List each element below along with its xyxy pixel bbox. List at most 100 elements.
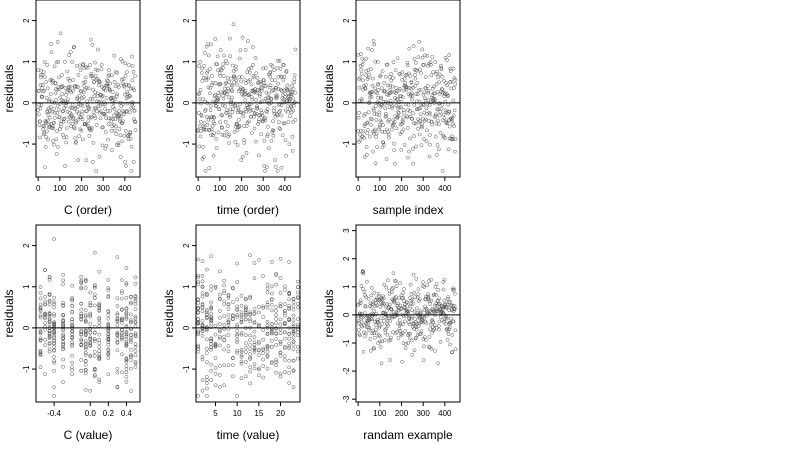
data-point: [70, 310, 75, 314]
data-point: [384, 157, 389, 161]
data-point: [218, 81, 223, 86]
data-point: [257, 113, 261, 117]
data-point: [389, 290, 394, 295]
data-point: [70, 372, 75, 377]
data-point: [286, 88, 290, 93]
y-tick-label: 0: [22, 325, 31, 330]
data-point: [363, 83, 368, 87]
data-point: [223, 119, 228, 124]
data-point: [61, 313, 65, 317]
data-point: [420, 117, 425, 121]
data-point: [88, 115, 93, 120]
data-point: [436, 288, 441, 292]
data-point: [420, 55, 425, 60]
data-point: [265, 300, 270, 305]
data-point: [217, 334, 222, 339]
x-tick-label: 10: [233, 409, 242, 418]
data-point: [425, 53, 430, 58]
data-point: [396, 111, 401, 115]
data-point: [420, 315, 425, 320]
data-point: [115, 255, 120, 259]
data-point: [234, 64, 238, 69]
data-point: [200, 284, 205, 289]
data-point: [97, 355, 102, 360]
data-point: [70, 317, 75, 322]
data-point: [97, 352, 102, 356]
data-point: [247, 119, 251, 124]
residual-points: [196, 22, 298, 173]
data-point: [114, 124, 118, 129]
data-point: [222, 326, 227, 331]
x-tick-label: 400: [278, 184, 292, 193]
data-point: [361, 330, 366, 335]
data-point: [38, 302, 43, 307]
data-point: [248, 347, 253, 352]
data-point: [217, 292, 222, 297]
data-point: [264, 83, 268, 88]
data-point: [222, 133, 227, 138]
data-point: [401, 108, 406, 112]
data-point: [225, 76, 230, 80]
data-point: [106, 137, 110, 142]
data-point: [439, 87, 444, 91]
data-point: [83, 341, 88, 346]
data-point: [129, 100, 134, 105]
data-point: [123, 61, 128, 66]
data-point: [288, 114, 292, 119]
data-point: [398, 72, 403, 77]
data-point: [269, 322, 274, 326]
data-point: [70, 88, 75, 93]
data-point: [280, 133, 285, 138]
data-point: [414, 325, 419, 329]
data-point: [133, 296, 138, 301]
data-point: [255, 104, 259, 109]
data-point: [79, 332, 84, 337]
data-point: [373, 127, 377, 132]
data-point: [209, 318, 214, 323]
data-point: [282, 284, 287, 289]
data-point: [104, 96, 109, 100]
data-point: [406, 340, 411, 345]
data-point: [115, 311, 120, 316]
data-point: [58, 121, 63, 126]
data-point: [87, 107, 92, 112]
data-point: [248, 294, 253, 299]
data-point: [413, 76, 418, 81]
data-point: [120, 289, 124, 293]
data-point: [371, 76, 375, 81]
data-point: [235, 329, 240, 333]
residual-points: [196, 253, 300, 398]
data-point: [61, 303, 65, 307]
data-point: [128, 136, 133, 141]
data-point: [416, 55, 421, 60]
plot-frame: [355, 0, 461, 178]
data-point: [103, 106, 107, 111]
data-point: [70, 304, 75, 308]
data-point: [92, 113, 97, 118]
data-point: [200, 355, 205, 359]
data-point: [196, 317, 201, 321]
data-point: [390, 123, 395, 127]
data-point: [54, 98, 59, 102]
data-point: [268, 74, 272, 79]
data-point: [47, 115, 52, 120]
data-point: [274, 332, 279, 336]
data-point: [392, 161, 397, 166]
data-point: [70, 365, 75, 369]
data-point: [399, 130, 404, 135]
data-point: [133, 128, 138, 132]
data-point: [388, 90, 393, 95]
data-point: [453, 347, 458, 352]
data-point: [435, 308, 440, 313]
data-point: [392, 120, 397, 124]
data-point: [52, 321, 56, 326]
data-point: [291, 307, 296, 312]
data-point: [227, 132, 232, 137]
data-point: [369, 293, 374, 298]
data-point: [88, 96, 93, 101]
data-point: [397, 71, 402, 76]
data-point: [279, 74, 283, 79]
data-point: [426, 98, 431, 103]
data-point: [92, 284, 97, 289]
